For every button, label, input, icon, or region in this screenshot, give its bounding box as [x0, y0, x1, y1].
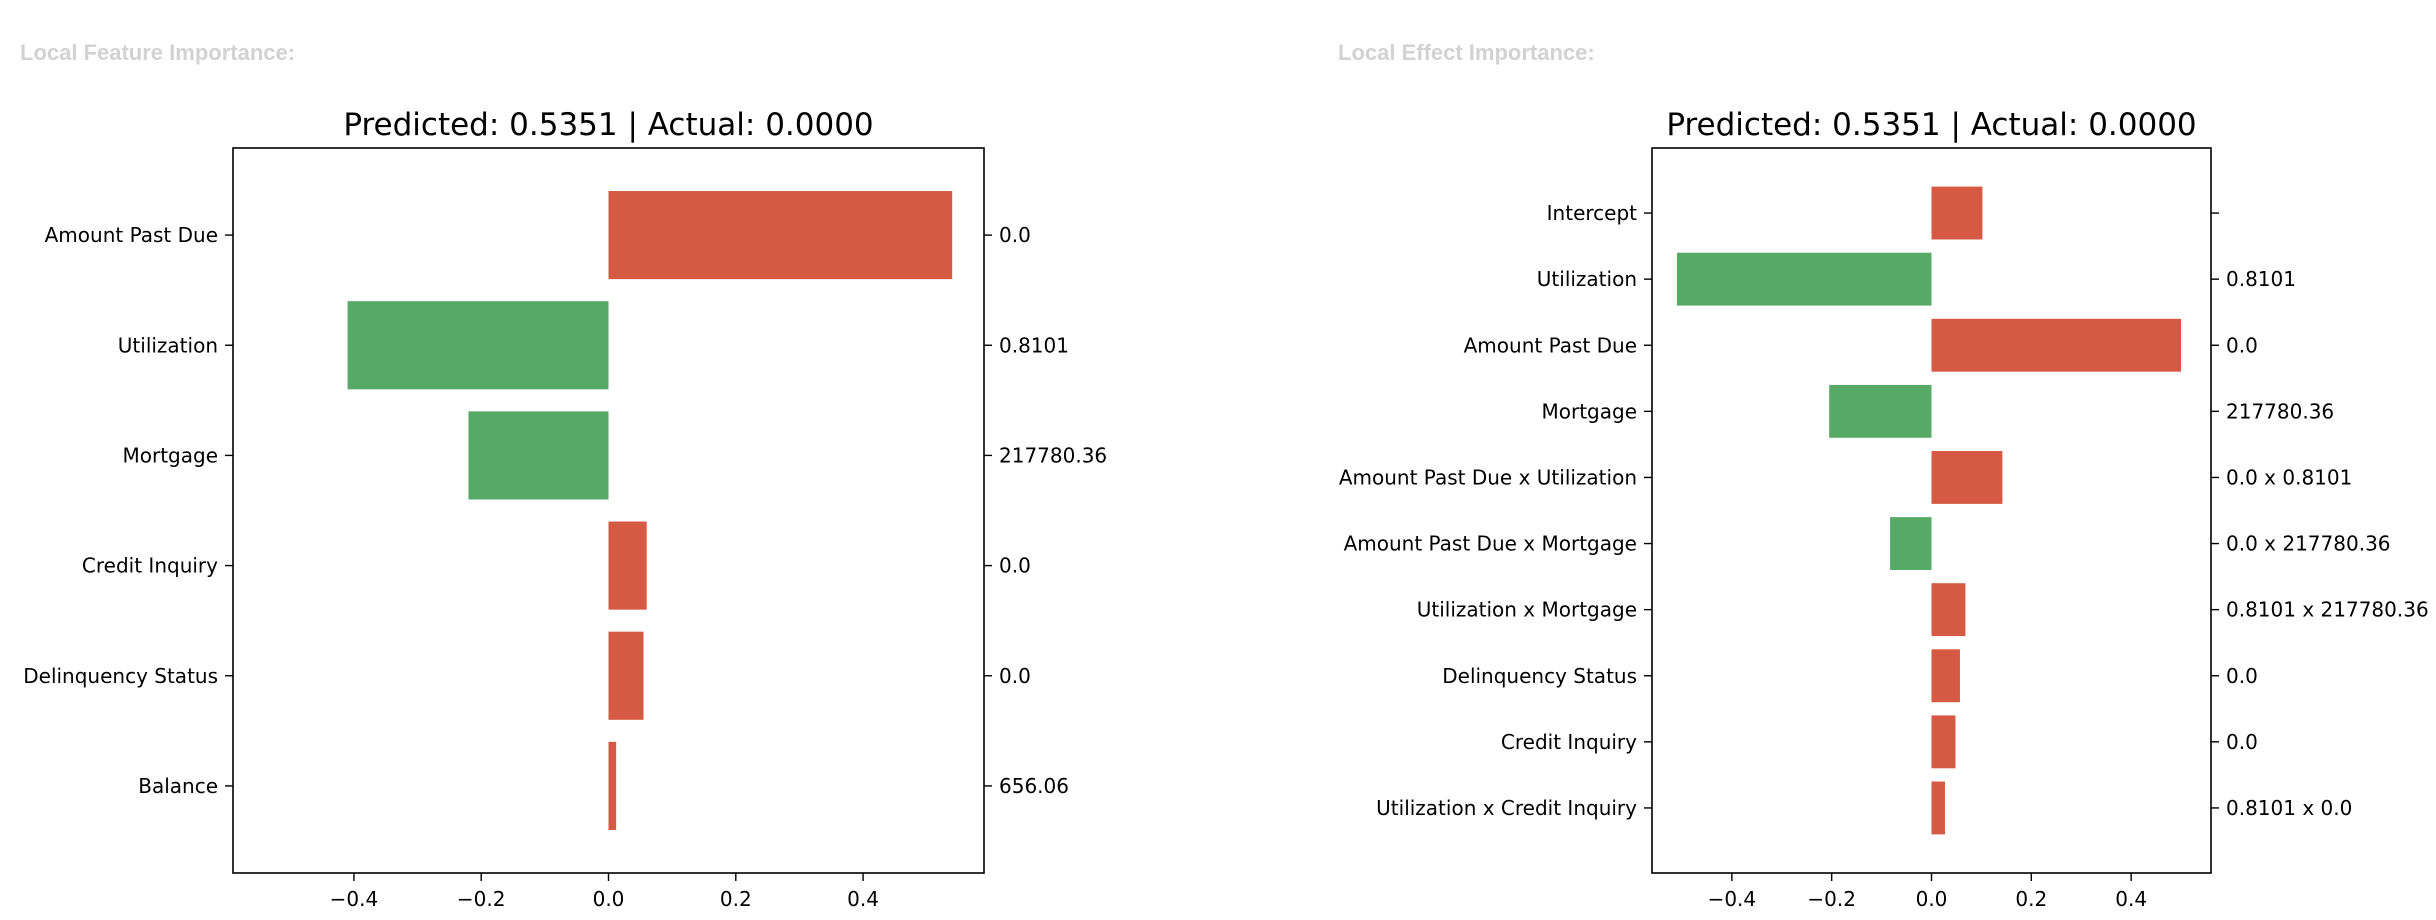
y-tick-label: Utilization	[118, 333, 218, 357]
feature-value-label: 0.8101 x 217780.36	[2226, 598, 2429, 622]
bar	[1931, 715, 1956, 769]
bar	[1931, 186, 1983, 240]
y-tick-label: Credit Inquiry	[1501, 730, 1637, 754]
x-tick-label: −0.4	[330, 887, 379, 911]
feature-value-label: 0.0	[999, 223, 1031, 247]
y-tick-label: Utilization x Credit Inquiry	[1376, 796, 1637, 820]
y-tick-label: Intercept	[1547, 201, 1638, 225]
x-tick-label: 0.0	[1916, 887, 1948, 911]
x-tick-label: 0.2	[2015, 887, 2047, 911]
x-tick-label: −0.4	[1708, 887, 1757, 911]
y-tick-label: Balance	[138, 774, 218, 798]
y-tick-label: Delinquency Status	[23, 664, 218, 688]
feature-value-label: 217780.36	[999, 443, 1107, 467]
y-tick-label: Amount Past Due	[1464, 333, 1637, 357]
bar	[1931, 583, 1966, 637]
bar	[608, 521, 647, 610]
x-tick-label: 0.4	[847, 887, 879, 911]
bar	[347, 301, 609, 390]
x-tick-label: −0.2	[457, 887, 506, 911]
feature-value-label: 0.0	[2226, 730, 2258, 754]
bar	[608, 631, 644, 720]
feature-value-label: 0.8101 x 0.0	[2226, 796, 2352, 820]
right-panel-heading: Local Effect Importance:	[1338, 40, 1595, 65]
x-tick-label: 0.2	[720, 887, 752, 911]
bar	[1931, 649, 1960, 703]
bar	[1829, 384, 1932, 438]
feature-value-label: 0.0	[2226, 664, 2258, 688]
feature-value-label: 0.8101	[999, 333, 1069, 357]
y-tick-label: Amount Past Due x Utilization	[1339, 465, 1637, 489]
chart-title: Predicted: 0.5351 | Actual: 0.0000	[343, 107, 873, 143]
feature-value-label: 0.0	[999, 554, 1031, 578]
feature-value-label: 0.0 x 217780.36	[2226, 532, 2391, 556]
y-tick-label: Utilization	[1537, 267, 1637, 291]
bar	[608, 741, 617, 830]
y-tick-label: Mortgage	[1541, 399, 1637, 423]
feature-value-label: 0.0	[2226, 333, 2258, 357]
y-tick-label: Credit Inquiry	[82, 554, 218, 578]
y-tick-label: Mortgage	[122, 443, 218, 467]
x-tick-label: −0.2	[1807, 887, 1856, 911]
bar	[1931, 781, 1945, 835]
bar	[468, 411, 609, 500]
bar	[1931, 451, 2003, 504]
bar	[608, 191, 953, 280]
bar	[1931, 318, 2182, 372]
chart-title: Predicted: 0.5351 | Actual: 0.0000	[1666, 107, 2196, 143]
y-tick-label: Amount Past Due	[45, 223, 218, 247]
feature-value-label: 656.06	[999, 774, 1069, 798]
bar	[1676, 252, 1932, 306]
x-tick-label: 0.0	[593, 887, 625, 911]
feature-value-label: 0.0	[999, 664, 1031, 688]
y-tick-label: Amount Past Due x Mortgage	[1344, 532, 1637, 556]
y-tick-label: Delinquency Status	[1442, 664, 1637, 688]
feature-value-label: 0.8101	[2226, 267, 2296, 291]
feature-value-label: 217780.36	[2226, 399, 2334, 423]
y-tick-label: Utilization x Mortgage	[1417, 598, 1637, 622]
x-tick-label: 0.4	[2115, 887, 2147, 911]
feature-value-label: 0.0 x 0.8101	[2226, 465, 2352, 489]
left-panel-heading: Local Feature Importance:	[20, 40, 296, 65]
bar	[1890, 517, 1932, 570]
